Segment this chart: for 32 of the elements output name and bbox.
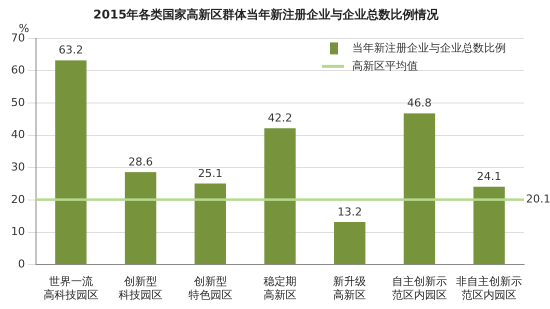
x-tick-label: 新升级高新区 (333, 275, 366, 302)
bar (55, 60, 87, 264)
bar (473, 186, 505, 264)
data-label: 24.1 (476, 170, 502, 184)
y-tick-label: 40 (10, 128, 25, 142)
y-tick-label: 20 (10, 192, 25, 206)
x-tick-label: 创新型特色园区 (188, 275, 232, 302)
x-tick-label: 稳定期高新区 (264, 275, 296, 302)
text: 20.1 (526, 192, 550, 206)
chart-title: 2015年各类国家高新区群体当年新注册企业与企业总数比例情况 (93, 7, 440, 22)
y-tick-label: 60 (10, 64, 25, 77)
y-tick-label: 0 (18, 257, 25, 270)
bar (124, 172, 156, 264)
x-tick-label: 创新型科技园区 (118, 275, 163, 302)
y-tick-label: 50 (10, 96, 25, 109)
y-tick-label: 30 (10, 160, 25, 174)
y-tick-label: 10 (10, 225, 25, 238)
data-label: 13.2 (337, 205, 362, 218)
x-tick-label: 非自主创新示范区内园区 (456, 275, 522, 302)
legend-label: 当年新注册企业与企业总数比例 (352, 41, 506, 54)
data-label: 46.8 (407, 96, 432, 110)
data-label: 25.1 (198, 166, 223, 180)
legend-label: 高新区平均值 (352, 59, 418, 72)
bar (264, 128, 296, 264)
x-tick-label: 世界一流高科技园区 (43, 275, 98, 302)
bar (404, 113, 436, 264)
data-label: 42.2 (268, 112, 292, 125)
bar (194, 183, 226, 264)
bar (334, 222, 366, 264)
x-tick-label: 自主创新示范区内园区 (392, 275, 447, 302)
data-label: 63.2 (58, 44, 84, 57)
data-label: 28.6 (128, 156, 153, 169)
